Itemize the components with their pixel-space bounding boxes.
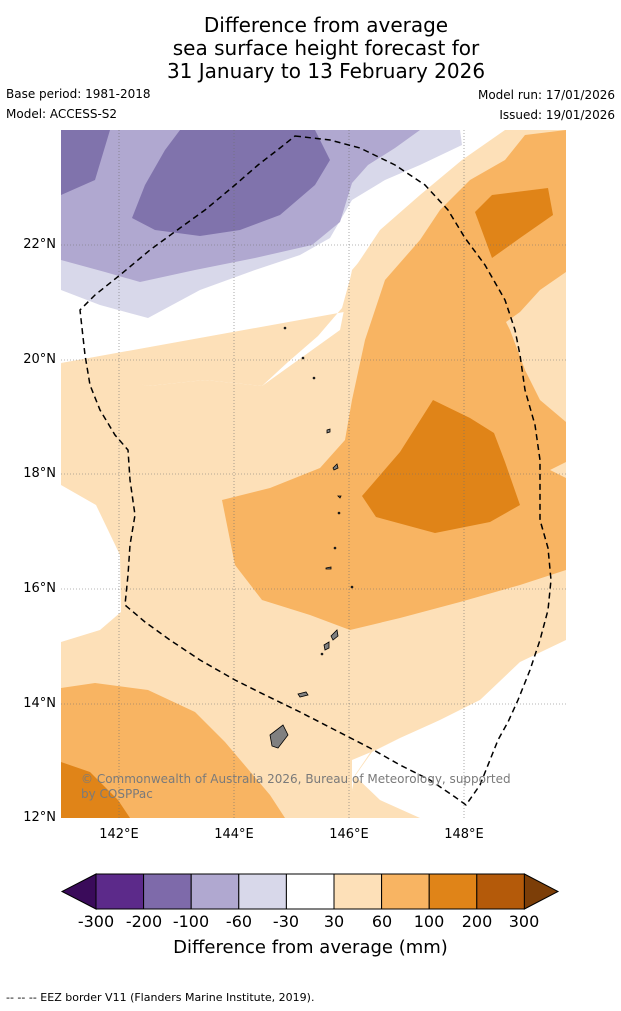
colorbar-bin-8 bbox=[428, 873, 478, 910]
island-alamagan bbox=[337, 495, 342, 499]
colorbar-label-7: 60 bbox=[371, 912, 393, 931]
model-run: Model run: 17/01/2026 bbox=[477, 88, 615, 102]
islands bbox=[269, 326, 354, 749]
island-saipan bbox=[330, 629, 339, 641]
map-title: Difference from average sea surface heig… bbox=[0, 14, 621, 83]
island-pagan bbox=[332, 463, 339, 471]
lat-tick-22n: 22°N bbox=[23, 237, 56, 252]
island-small-6 bbox=[301, 356, 305, 360]
island-small-1 bbox=[320, 652, 324, 656]
island-small-4 bbox=[337, 511, 341, 515]
eez-border bbox=[79, 135, 552, 807]
model-name: Model: ACCESS-S2 bbox=[6, 107, 118, 121]
eez-legend-note: -- -- -- EEZ border V11 (Flanders Marine… bbox=[6, 991, 315, 1004]
colorbar-label-6: 30 bbox=[323, 912, 345, 931]
island-anatahan bbox=[325, 566, 332, 570]
colorbar-bin-3 bbox=[190, 873, 240, 910]
island-small-2 bbox=[350, 585, 354, 589]
colorbar-label-3: -100 bbox=[172, 912, 210, 931]
lat-tick-18n: 18°N bbox=[23, 466, 56, 481]
colorbar-bin-1 bbox=[95, 873, 145, 910]
colorbar-label-4: -60 bbox=[225, 912, 253, 931]
colorbar-label-2: -200 bbox=[125, 912, 163, 931]
colorbar-bin-4 bbox=[238, 873, 287, 910]
title-line-3: 31 January to 13 February 2026 bbox=[166, 59, 486, 83]
graticule bbox=[61, 130, 566, 818]
island-agrihan bbox=[326, 428, 331, 434]
lat-tick-20n: 20°N bbox=[23, 352, 56, 367]
colorbar-bin-6 bbox=[333, 873, 383, 910]
contour-mid-orange-right-notch bbox=[506, 272, 566, 422]
lon-tick-146e: 146°E bbox=[329, 827, 369, 842]
contour-dark-orange bbox=[61, 188, 553, 818]
sea-height-contours bbox=[61, 130, 566, 818]
island-small-5 bbox=[312, 376, 316, 380]
lon-tick-142e: 142°E bbox=[99, 827, 139, 842]
colorbar-label-5: -30 bbox=[272, 912, 300, 931]
issued-date: Issued: 19/01/2026 bbox=[499, 108, 615, 122]
lon-tick-144e: 144°E bbox=[214, 827, 254, 842]
lat-tick-12n: 12°N bbox=[23, 810, 56, 825]
title-line-1: Difference from average bbox=[203, 13, 449, 37]
island-small-3 bbox=[333, 546, 337, 550]
colorbar-label-10: 300 bbox=[508, 912, 540, 931]
island-guam bbox=[269, 724, 289, 749]
colorbar-bin-5 bbox=[285, 873, 335, 910]
lat-tick-14n: 14°N bbox=[23, 696, 56, 711]
colorbar-min-arrow bbox=[60, 873, 97, 910]
colorbar-bin-2 bbox=[143, 873, 192, 910]
copyright-notice: © Commonwealth of Australia 2026, Bureau… bbox=[81, 772, 511, 801]
contour-deep-purple bbox=[61, 130, 330, 236]
colorbar-label-1: -300 bbox=[77, 912, 115, 931]
colorbar-label-8: 100 bbox=[413, 912, 445, 931]
colorbar-title: Difference from average (mm) bbox=[173, 937, 448, 958]
colorbar-bin-7 bbox=[381, 873, 430, 910]
contour-neutral-left bbox=[61, 485, 121, 642]
lon-tick-148e: 148°E bbox=[444, 827, 484, 842]
island-tinian bbox=[323, 641, 330, 651]
colorbar-bin-9 bbox=[476, 873, 525, 910]
colorbar bbox=[60, 873, 560, 910]
base-period: Base period: 1981-2018 bbox=[6, 87, 151, 101]
island-small-7 bbox=[283, 326, 287, 330]
contour-neutral-bottom bbox=[355, 640, 566, 818]
colorbar-max-arrow bbox=[523, 873, 560, 910]
island-rota bbox=[297, 691, 309, 698]
lat-tick-16n: 16°N bbox=[23, 581, 56, 596]
title-line-2: sea surface height forecast for bbox=[172, 36, 480, 60]
colorbar-label-9: 200 bbox=[461, 912, 493, 931]
